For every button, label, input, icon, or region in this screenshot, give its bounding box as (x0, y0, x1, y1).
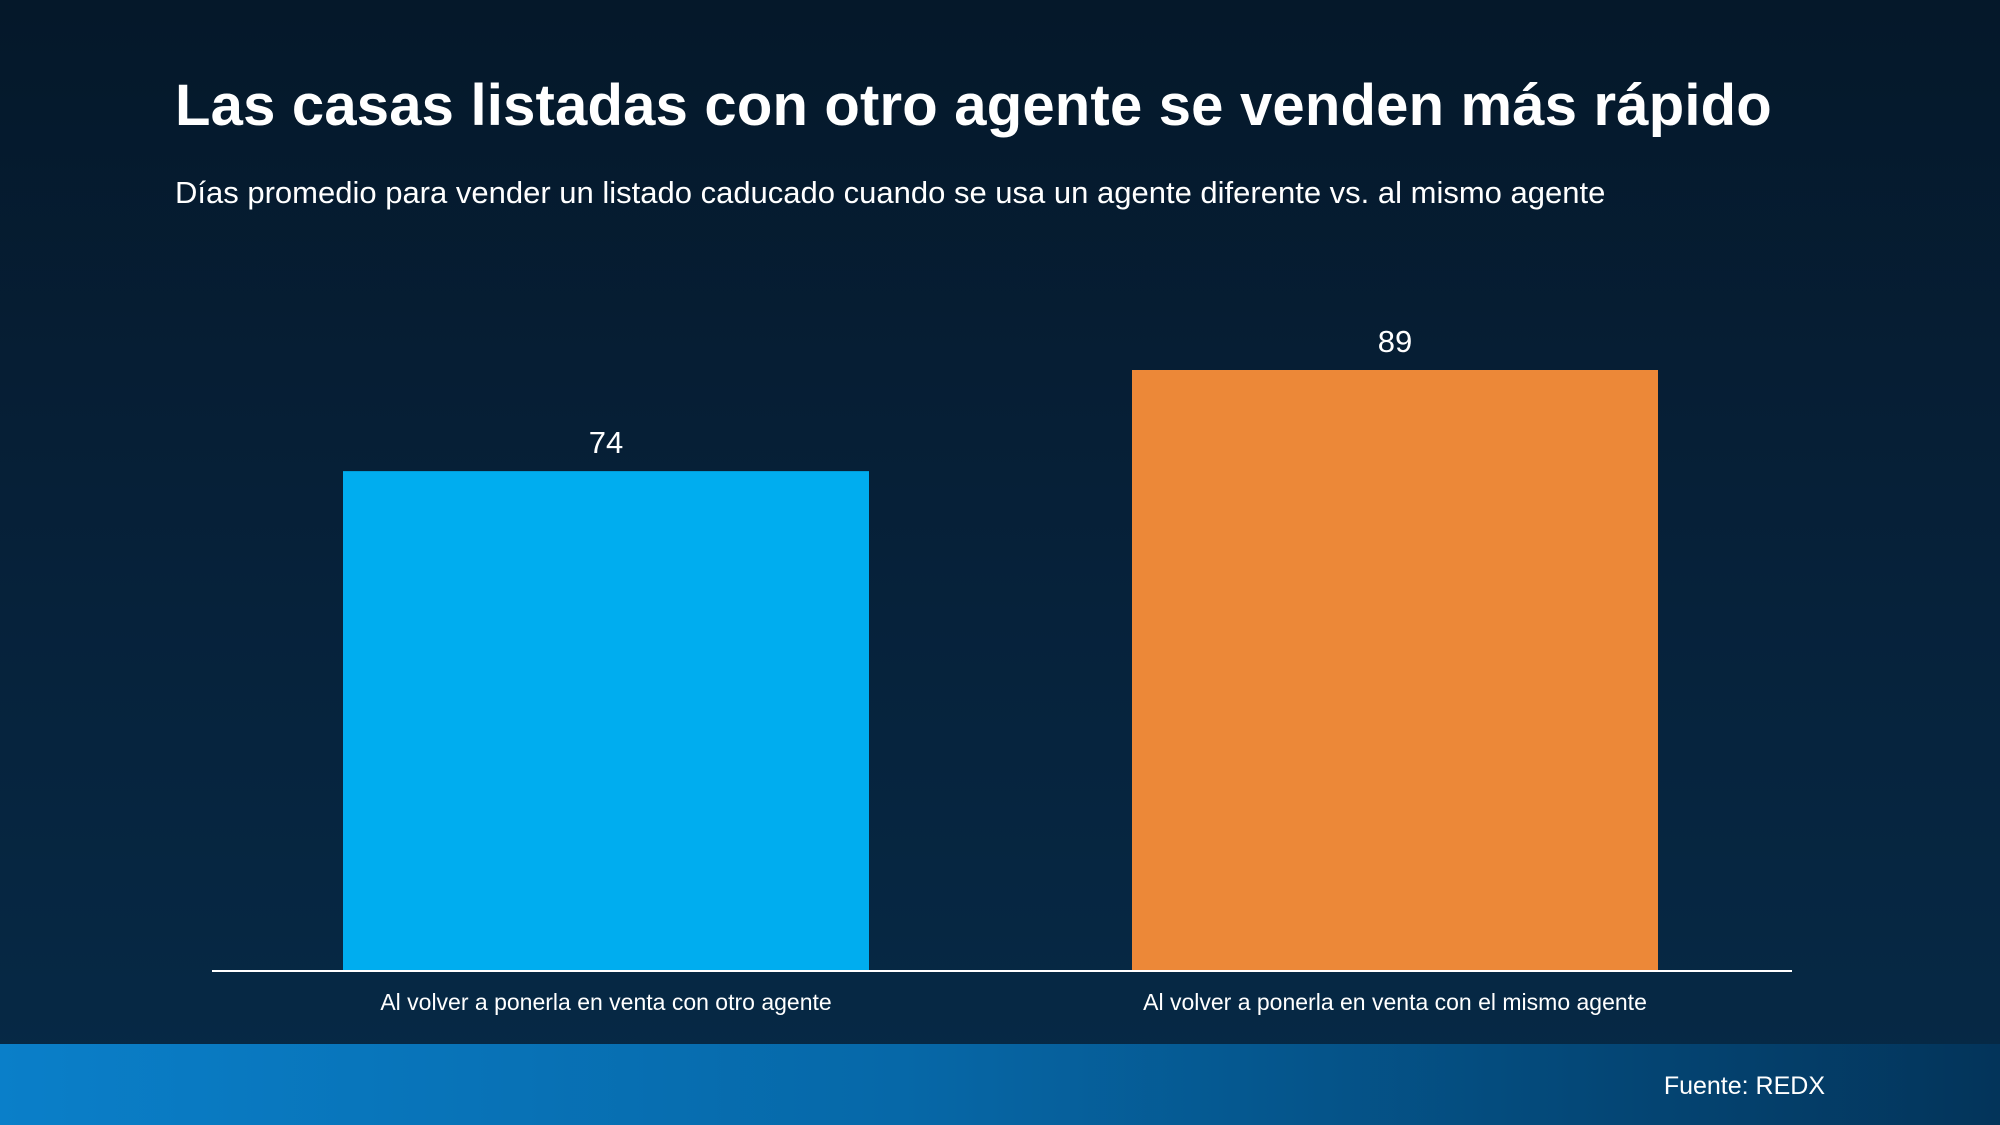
label-group: 74 Al volver a ponerla en venta con otro … (380, 324, 1647, 1015)
footer-bar: Fuente: REDX (0, 1044, 2000, 1125)
data-label-1: 74 (589, 425, 623, 460)
category-label-2: Al volver a ponerla en venta con el mism… (1143, 989, 1647, 1015)
bar-2 (1132, 370, 1658, 970)
bar-1 (343, 471, 869, 970)
source-label: Fuente: REDX (1663, 1072, 1825, 1100)
bar-group (343, 370, 1658, 970)
data-label-2: 89 (1378, 324, 1412, 359)
chart-subtitle: Días promedio para vender un listado cad… (175, 175, 1606, 210)
chart-title: Las casas listadas con otro agente se ve… (175, 73, 1772, 138)
category-label-1: Al volver a ponerla en venta con otro ag… (380, 989, 831, 1015)
